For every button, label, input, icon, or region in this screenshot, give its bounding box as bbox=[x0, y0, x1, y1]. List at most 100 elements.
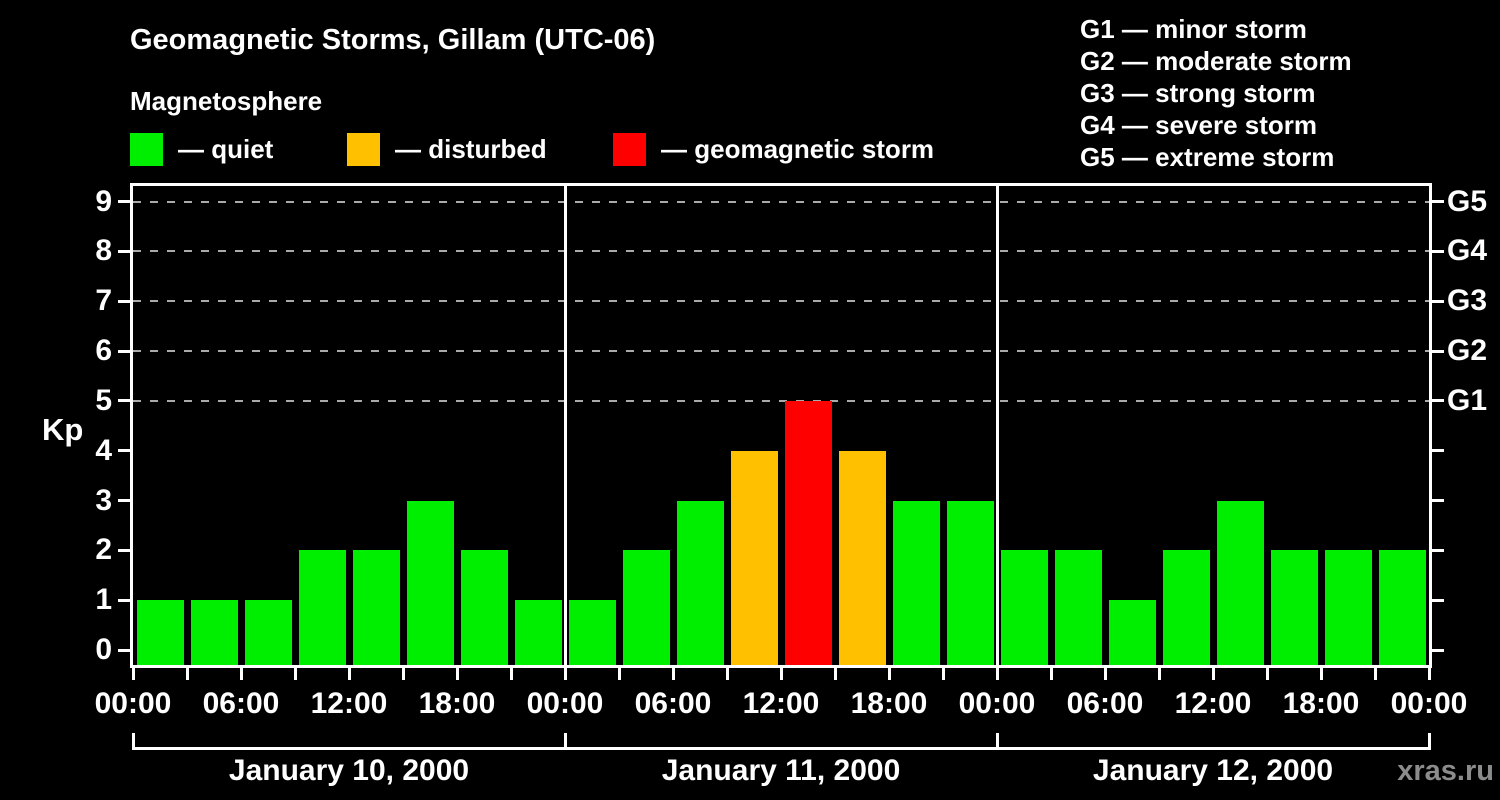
legend-item-storm: — geomagnetic storm bbox=[613, 133, 934, 166]
y-tick-label: 1 bbox=[95, 583, 112, 617]
x-axis-tick bbox=[1319, 668, 1323, 680]
y-axis-right-tick bbox=[1432, 648, 1444, 652]
x-axis-tick bbox=[1211, 668, 1215, 680]
y-axis-right-tick bbox=[1432, 299, 1444, 303]
legend-item-quiet: — quiet bbox=[130, 133, 273, 166]
x-axis-tick bbox=[455, 668, 459, 680]
legend-item-disturbed: — disturbed bbox=[347, 133, 547, 166]
kp-bar bbox=[1162, 550, 1210, 665]
g-level-label-g4: G4 bbox=[1447, 234, 1488, 268]
day-divider bbox=[563, 186, 567, 665]
day-divider bbox=[995, 186, 999, 665]
y-tick-label: 6 bbox=[95, 334, 112, 368]
kp-bar bbox=[298, 550, 346, 665]
y-axis-tick bbox=[118, 299, 130, 303]
kp-bar bbox=[514, 600, 562, 665]
gridline-kp9 bbox=[133, 200, 1429, 203]
kp-bar bbox=[946, 500, 994, 665]
date-bracket-tick bbox=[996, 733, 999, 750]
kp-bar bbox=[730, 450, 778, 665]
y-axis-right-tick bbox=[1432, 449, 1444, 453]
disturbed-swatch-icon bbox=[347, 133, 380, 166]
x-axis-tick bbox=[1427, 668, 1431, 680]
kp-bar bbox=[460, 550, 508, 665]
kp-bar bbox=[1378, 550, 1426, 665]
watermark: xras.ru bbox=[1397, 755, 1494, 787]
legend-label-quiet: — quiet bbox=[178, 134, 274, 164]
x-axis-tick bbox=[941, 668, 945, 680]
kp-axis-label: Kp bbox=[42, 412, 84, 447]
kp-bar bbox=[1108, 600, 1156, 665]
y-tick-label: 8 bbox=[95, 234, 112, 268]
y-axis-tick bbox=[118, 249, 130, 253]
kp-bar bbox=[676, 500, 724, 665]
x-axis-tick bbox=[293, 668, 297, 680]
g-level-label-g1: G1 bbox=[1447, 383, 1488, 417]
time-label: 06:00 bbox=[202, 687, 280, 720]
x-axis-tick bbox=[725, 668, 729, 680]
y-axis-right-tick bbox=[1432, 598, 1444, 602]
y-axis-tick bbox=[118, 548, 130, 552]
kp-bar bbox=[1270, 550, 1318, 665]
time-label: 12:00 bbox=[742, 687, 820, 720]
x-axis-tick bbox=[401, 668, 405, 680]
x-axis-tick bbox=[995, 668, 999, 680]
page-title: Geomagnetic Storms, Gillam (UTC-06) bbox=[130, 24, 656, 56]
date-bracket-tick bbox=[1428, 733, 1431, 750]
kp-bar bbox=[406, 500, 454, 665]
kp-bar bbox=[784, 400, 832, 665]
x-axis-tick bbox=[1103, 668, 1107, 680]
legend-label-disturbed: — disturbed bbox=[395, 134, 547, 164]
legend-label-storm: — geomagnetic storm bbox=[661, 134, 935, 164]
magnetosphere-label: Magnetosphere bbox=[130, 86, 323, 116]
kp-bar bbox=[1216, 500, 1264, 665]
kp-bar bbox=[622, 550, 670, 665]
x-axis-tick bbox=[887, 668, 891, 680]
y-tick-label: 0 bbox=[95, 633, 112, 666]
time-label: 12:00 bbox=[1174, 687, 1252, 720]
x-axis-tick bbox=[671, 668, 675, 680]
x-axis-tick bbox=[1373, 668, 1377, 680]
y-axis-right-tick bbox=[1432, 499, 1444, 502]
y-tick-label: 7 bbox=[95, 284, 112, 318]
time-label: 18:00 bbox=[1282, 687, 1360, 720]
y-axis-tick bbox=[118, 449, 130, 453]
y-axis-right-tick bbox=[1432, 548, 1444, 552]
x-axis-tick bbox=[833, 668, 837, 680]
time-label: 00:00 bbox=[526, 687, 604, 720]
y-axis-tick bbox=[118, 499, 130, 502]
kp-bar bbox=[892, 500, 940, 665]
y-tick-label: 3 bbox=[95, 483, 112, 517]
kp-bar bbox=[1000, 550, 1048, 665]
x-axis-tick bbox=[1157, 668, 1161, 680]
x-axis-tick bbox=[131, 668, 135, 680]
time-label: 06:00 bbox=[1066, 687, 1144, 720]
kp-bar bbox=[190, 600, 238, 665]
date-bracket bbox=[133, 747, 1431, 750]
y-tick-label: 2 bbox=[95, 533, 112, 567]
x-axis-tick bbox=[509, 668, 513, 680]
time-label: 18:00 bbox=[418, 687, 496, 720]
y-axis-tick bbox=[118, 399, 130, 403]
date-label: January 12, 2000 bbox=[1092, 754, 1334, 787]
y-axis-right-tick bbox=[1432, 200, 1444, 204]
storm-swatch-icon bbox=[613, 133, 646, 166]
g-level-label-g5: G5 bbox=[1447, 184, 1488, 218]
x-axis-tick bbox=[1265, 668, 1269, 680]
date-label: January 11, 2000 bbox=[661, 754, 901, 787]
time-label: 00:00 bbox=[1390, 687, 1468, 720]
y-axis-right-tick bbox=[1432, 249, 1444, 253]
storm-scale-line-g2: G2 — moderate storm bbox=[1080, 46, 1352, 76]
time-label: 18:00 bbox=[850, 687, 928, 720]
kp-bar bbox=[136, 600, 184, 665]
storm-scale-legend: G1 — minor storm G2 — moderate storm G3 … bbox=[1080, 13, 1352, 173]
time-label: 12:00 bbox=[310, 687, 388, 720]
kp-bar bbox=[1054, 550, 1102, 665]
y-axis-tick bbox=[118, 200, 130, 204]
y-axis-right-tick bbox=[1432, 399, 1444, 403]
g-level-label-g2: G2 bbox=[1447, 334, 1488, 368]
x-axis-tick bbox=[347, 668, 351, 680]
gridline-kp8 bbox=[133, 250, 1429, 253]
kp-bar bbox=[838, 450, 886, 665]
